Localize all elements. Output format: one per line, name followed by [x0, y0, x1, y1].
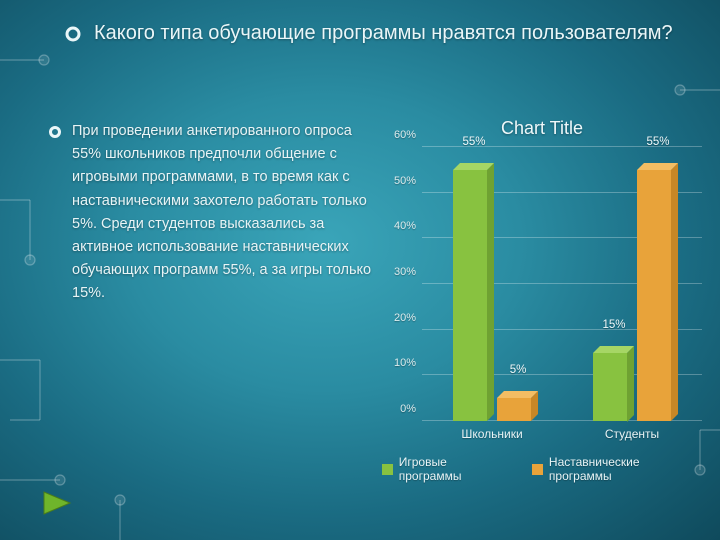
chart-bar	[453, 170, 487, 421]
chart-x-label: Студенты	[562, 421, 702, 447]
legend-label: Игровые программы	[399, 455, 510, 483]
chart-y-tick: 30%	[382, 266, 422, 278]
hollow-circle-icon	[64, 25, 82, 43]
chart-x-axis: ШкольникиСтуденты	[422, 421, 702, 447]
body-paragraph: При проведении анкетированного опроса 55…	[72, 120, 372, 306]
chart-bar	[497, 398, 531, 421]
chart-bar	[593, 353, 627, 422]
chart-bar-group: 55%5%	[422, 147, 562, 421]
chart-value-label: 55%	[462, 136, 485, 148]
slide: Какого типа обучающие программы нравятся…	[0, 0, 720, 540]
chart-bar-group: 15%55%	[562, 147, 702, 421]
hollow-circle-icon	[48, 125, 62, 139]
chart: Chart Title 0%10%20%30%40%50%60% 55%5%15…	[382, 118, 702, 498]
chart-value-label: 5%	[510, 364, 527, 376]
chart-y-tick: 10%	[382, 357, 422, 369]
chart-bar	[637, 170, 671, 421]
chart-y-tick: 20%	[382, 312, 422, 324]
chart-y-tick: 60%	[382, 129, 422, 141]
chart-y-tick: 40%	[382, 220, 422, 232]
chart-value-label: 55%	[646, 136, 669, 148]
chart-value-label: 15%	[602, 319, 625, 331]
chart-y-axis: 0%10%20%30%40%50%60%	[382, 147, 422, 421]
legend-swatch	[532, 464, 543, 475]
chart-legend-item: Наставнические программы	[532, 455, 702, 483]
chart-legend-item: Игровые программы	[382, 455, 510, 483]
chart-y-tick: 50%	[382, 175, 422, 187]
slide-title: Какого типа обучающие программы нравятся…	[94, 22, 673, 45]
chart-plot: 0%10%20%30%40%50%60% 55%5%15%55% Школьни…	[382, 147, 702, 447]
legend-label: Наставнические программы	[549, 455, 702, 483]
chart-bars: 55%5%15%55%	[422, 147, 702, 421]
legend-swatch	[382, 464, 393, 475]
chart-y-tick: 0%	[382, 403, 422, 415]
slide-title-row: Какого типа обучающие программы нравятся…	[64, 22, 690, 45]
play-arrow-right-icon[interactable]	[42, 490, 72, 516]
chart-x-label: Школьники	[422, 421, 562, 447]
chart-legend: Игровые программы Наставнические программ…	[382, 455, 702, 483]
